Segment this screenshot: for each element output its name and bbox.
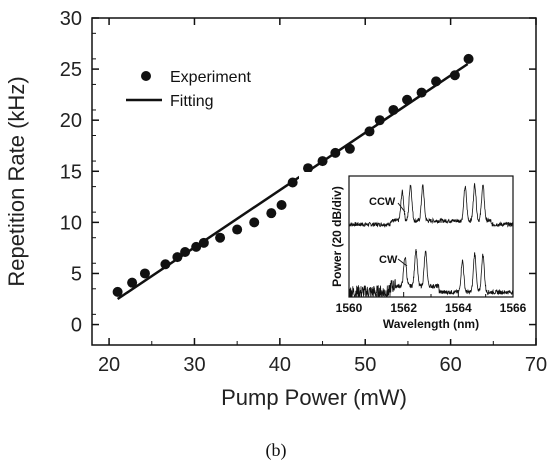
x-axis-title: Pump Power (mW) <box>221 385 407 410</box>
x-tick-label: 60 <box>439 354 461 376</box>
inset-x-tick-label: 1566 <box>500 301 527 315</box>
experiment-point <box>276 200 287 211</box>
x-tick-label: 70 <box>525 354 547 376</box>
y-tick-label: 20 <box>60 110 82 132</box>
figure-caption: (b) <box>265 440 287 460</box>
inset-x-tick-label: 1560 <box>336 301 363 315</box>
x-tick-label: 40 <box>269 354 291 376</box>
experiment-point <box>364 126 375 137</box>
experiment-point <box>139 268 150 279</box>
inset-cw-trace <box>348 248 514 298</box>
inset-cw-label: CW <box>379 254 398 266</box>
experiment-point <box>232 224 243 235</box>
experiment-point <box>374 115 385 126</box>
legend-experiment-marker <box>141 71 151 81</box>
experiment-point <box>112 286 123 297</box>
inset-x-tick-label: 1562 <box>390 301 417 315</box>
experiment-point <box>180 247 191 258</box>
main-plot-frame <box>91 17 537 346</box>
y-axis-title: Repetition Rate (kHz) <box>4 76 29 286</box>
experiment-point <box>344 143 355 154</box>
experiment-point <box>215 232 226 243</box>
x-tick-label: 50 <box>354 354 376 376</box>
experiment-point <box>172 252 183 263</box>
experiment-point <box>266 208 277 219</box>
main-plot: 0 5 10 15 20 25 30 20 30 40 50 60 70 Pump Power (mW… <box>4 8 547 410</box>
experiment-point <box>127 277 138 288</box>
y-tick-label: 5 <box>71 263 82 285</box>
y-tick-label: 30 <box>60 8 82 30</box>
experiment-point <box>249 217 260 228</box>
experiment-point <box>463 53 474 64</box>
inset-ccw-label: CCW <box>369 196 396 208</box>
y-tick-label: 10 <box>60 212 82 234</box>
experiment-point <box>198 237 209 248</box>
legend: Experiment Fitting <box>126 69 251 110</box>
experiment-point <box>191 241 202 252</box>
experiment-point <box>402 94 413 105</box>
experiment-point <box>287 177 298 188</box>
experiment-point <box>317 156 328 167</box>
experiment-point <box>449 70 460 81</box>
experiment-point <box>416 87 427 98</box>
inset-x-tick-label: 1564 <box>445 301 472 315</box>
experiment-point <box>160 259 171 270</box>
x-tick-label: 20 <box>98 354 120 376</box>
inset-ccw-trace <box>348 182 514 229</box>
y-tick-label: 25 <box>60 59 82 81</box>
experiment-point <box>431 76 442 87</box>
inset-ccw-arrow <box>397 202 406 213</box>
legend-fitting-label: Fitting <box>170 93 214 110</box>
inset-y-axis-title: Power (20 dB/div) <box>330 186 344 287</box>
inset-cw-arrow <box>397 258 408 267</box>
experiment-point <box>330 147 341 158</box>
experiment-point <box>388 104 399 115</box>
y-tick-label: 0 <box>71 315 82 337</box>
experiment-point <box>303 163 314 174</box>
inset-x-axis-title: Wavelength (nm) <box>383 317 479 331</box>
x-tick-label: 30 <box>183 354 205 376</box>
inset-spectrum-plot: 1560 1562 1564 1566 Wavelength (nm) Power (… <box>299 172 527 339</box>
y-tick-label: 15 <box>60 161 82 183</box>
legend-experiment-label: Experiment <box>170 69 251 86</box>
